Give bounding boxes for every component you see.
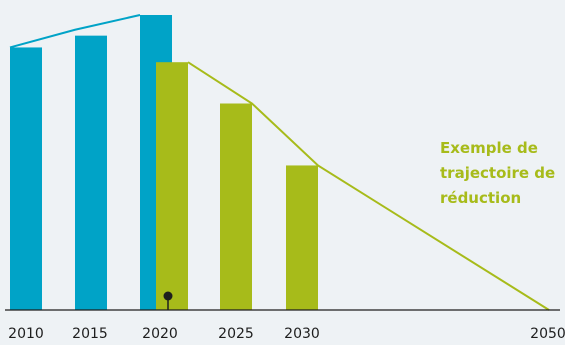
line-historical [9,14,141,49]
bar-reduction-2020 [156,62,188,311]
reduction-annotation: Exemple de trajectoire de réduction [440,139,555,207]
tick-label-2030: 2030 [284,326,320,342]
annotation-line: trajectoire de [440,164,555,182]
annotation-line: Exemple de [440,139,538,157]
x-tick-labels: 2010 2015 2020 2025 2030 2050 [8,326,565,342]
bars-layer [10,15,318,311]
tick-label-2025: 2025 [218,326,254,342]
lines-layer [9,14,550,311]
marker-dot [163,291,173,301]
line-reduction [187,61,550,311]
annotation-line: réduction [440,189,521,207]
bar-historical-2015 [75,35,107,311]
bar-historical-2010 [10,47,42,310]
bar-reduction-2025 [220,103,252,310]
year-marker [163,291,173,310]
tick-label-2015: 2015 [72,326,108,342]
tick-label-2020: 2020 [142,326,178,342]
tick-label-2050: 2050 [530,326,565,342]
tick-label-2010: 2010 [8,326,44,342]
bar-reduction-2030 [286,165,318,310]
